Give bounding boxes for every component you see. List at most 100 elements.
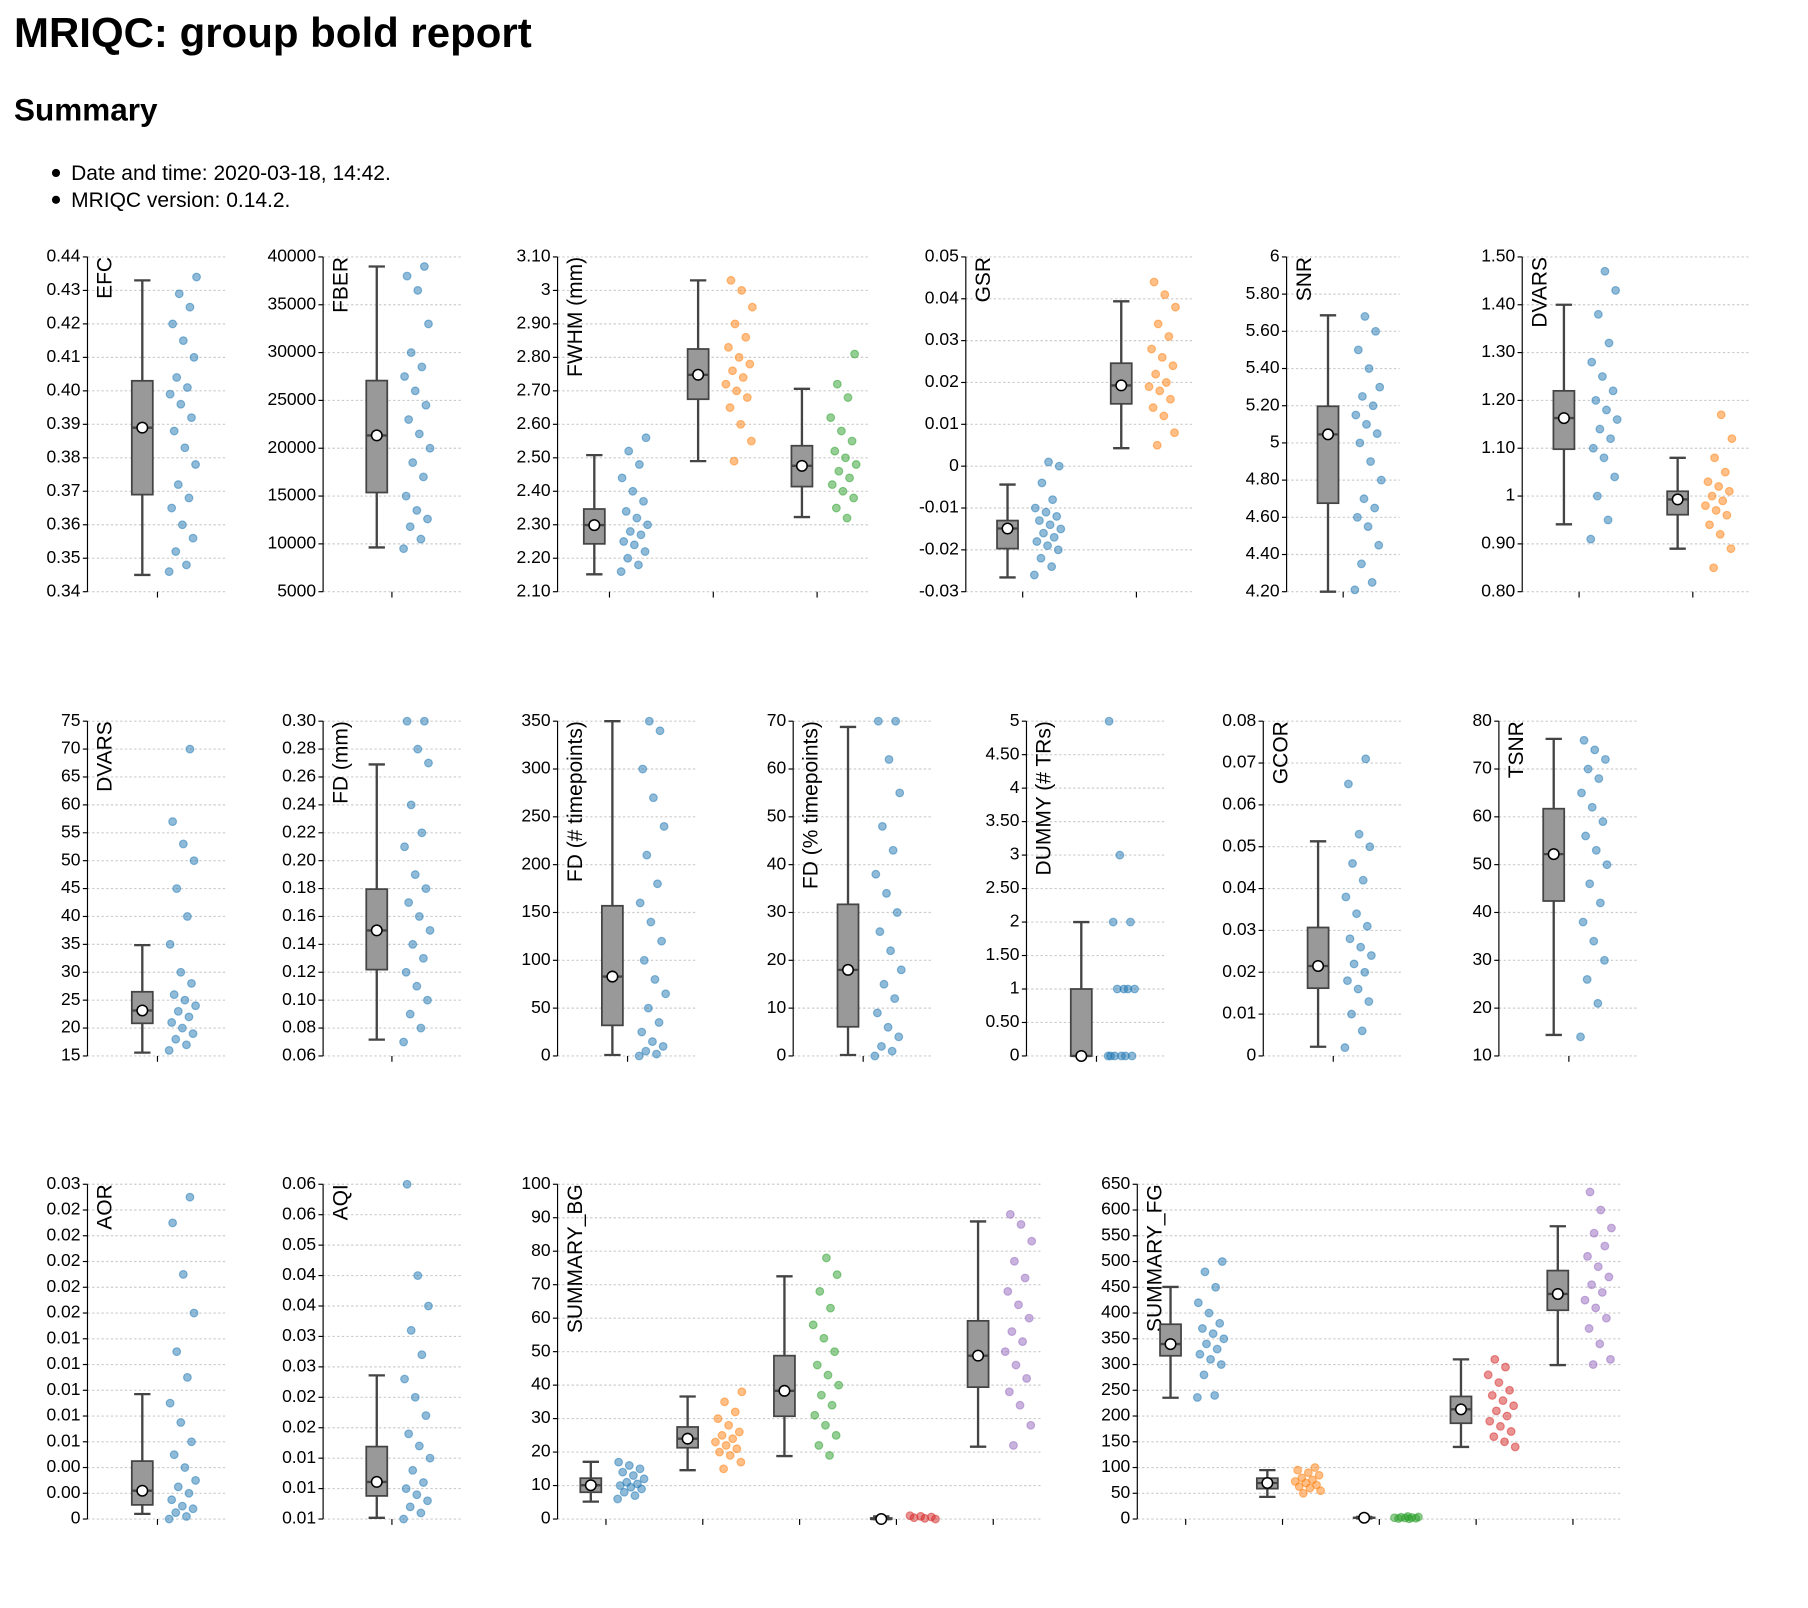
data-point — [412, 1490, 422, 1500]
y-tick-label: 20000 — [267, 437, 316, 457]
data-point — [178, 336, 188, 346]
data-point — [734, 1427, 744, 1437]
data-point — [1611, 285, 1621, 295]
data-point — [1036, 553, 1046, 563]
y-axis-label: DUMMY (# TRs) — [1033, 721, 1056, 875]
y-tick-label: 0.08 — [282, 1017, 316, 1037]
data-point — [1345, 934, 1355, 944]
data-point — [742, 393, 752, 402]
y-tick-label: 0 — [1010, 1045, 1020, 1065]
data-point — [1020, 1273, 1030, 1283]
data-point — [1599, 453, 1609, 463]
data-point — [1341, 892, 1351, 902]
data-point — [654, 1018, 664, 1027]
median-marker — [588, 519, 601, 532]
y-tick-label: 40000 — [267, 246, 316, 266]
panel: 0.34 0.35 0.36 0.37 0.38 0.39 0.40 0.41 0.42 0.43… — [46, 246, 228, 600]
y-tick-label: 0.06 — [282, 1173, 316, 1193]
data-point — [1347, 1009, 1356, 1019]
data-point — [1043, 541, 1053, 551]
median-marker — [1261, 1476, 1274, 1489]
data-point — [1014, 1300, 1023, 1310]
data-point — [1011, 1360, 1021, 1370]
y-tick-label: 0.02 — [282, 1416, 316, 1436]
data-point — [416, 1023, 426, 1033]
data-point — [171, 1508, 181, 1518]
y-tick-label: 0.02 — [46, 1302, 80, 1322]
data-point — [1048, 495, 1058, 505]
y-tick-label: 0.04 — [282, 1295, 316, 1315]
y-tick-label: 0.14 — [282, 933, 316, 953]
data-point — [1362, 921, 1372, 931]
y-tick-label: 5 — [1270, 432, 1280, 452]
data-point — [621, 506, 631, 516]
data-point — [746, 436, 756, 446]
y-tick-label: 500 — [1101, 1250, 1130, 1270]
data-point — [655, 726, 665, 736]
data-point — [650, 975, 660, 984]
median-marker — [875, 1513, 888, 1526]
data-point — [1716, 410, 1726, 420]
data-point — [400, 842, 409, 852]
y-tick-label: 350 — [521, 710, 550, 730]
data-point — [1595, 424, 1605, 434]
data-point — [1206, 1354, 1216, 1364]
data-point — [413, 1271, 423, 1280]
data-point — [1152, 440, 1162, 450]
data-point — [1153, 319, 1163, 329]
data-point — [847, 436, 857, 446]
panel: 0 10 20 30 40 50 60 70 80 90 100 SUMMARY_BG summary_… — [521, 1173, 1042, 1528]
median-marker — [370, 924, 383, 937]
data-point — [1596, 1205, 1606, 1215]
data-point — [619, 1487, 629, 1497]
y-axis-label: DVARS — [1528, 257, 1551, 328]
median-marker — [795, 459, 808, 472]
y-tick-label: 35000 — [267, 293, 316, 313]
median-marker — [1358, 1511, 1371, 1524]
median-marker — [1075, 1049, 1088, 1062]
y-axis-label: AQI — [329, 1184, 352, 1220]
x-tick-label: summary_fg_stdv — [1208, 1529, 1295, 1608]
data-point — [410, 386, 420, 396]
data-point — [634, 1051, 644, 1061]
data-point — [424, 319, 433, 329]
data-point — [1711, 505, 1721, 515]
y-tick-label: 2.40 — [517, 480, 551, 500]
y-tick-label: 0.16 — [282, 905, 316, 925]
data-point — [416, 1508, 426, 1518]
y-tick-label: 20 — [531, 1441, 551, 1461]
y-tick-label: 0.02 — [46, 1276, 80, 1296]
data-point — [408, 458, 418, 468]
data-point — [1413, 1512, 1423, 1522]
data-point — [614, 1457, 624, 1467]
data-point — [417, 828, 427, 838]
data-point — [633, 1479, 642, 1489]
y-tick-label: 40 — [1472, 901, 1492, 921]
box — [130, 379, 154, 496]
data-point — [834, 466, 844, 476]
y-tick-label: 60 — [531, 1307, 551, 1327]
y-tick-label: 200 — [521, 853, 550, 873]
data-point — [1357, 391, 1367, 401]
data-point — [1314, 1470, 1324, 1480]
data-point — [1366, 457, 1376, 466]
data-point — [1343, 976, 1352, 986]
data-point — [1360, 967, 1370, 977]
data-point — [1127, 1051, 1137, 1061]
data-point — [873, 716, 883, 726]
data-point — [618, 1467, 628, 1477]
x-tick-label: fd_num — [593, 1067, 640, 1128]
data-point — [832, 1270, 842, 1280]
data-point — [1591, 845, 1601, 855]
y-tick-label: 25000 — [267, 389, 316, 409]
data-point — [738, 373, 748, 382]
y-tick-label: 0.04 — [1222, 877, 1256, 897]
data-point — [724, 342, 733, 352]
y-tick-label: 0.05 — [282, 1234, 316, 1254]
data-point — [414, 1441, 424, 1451]
data-point — [173, 1006, 183, 1016]
data-point — [1593, 309, 1603, 319]
data-point — [732, 1444, 742, 1454]
y-tick-label: 1.40 — [1481, 293, 1515, 313]
y-tick-label: 250 — [521, 805, 550, 825]
